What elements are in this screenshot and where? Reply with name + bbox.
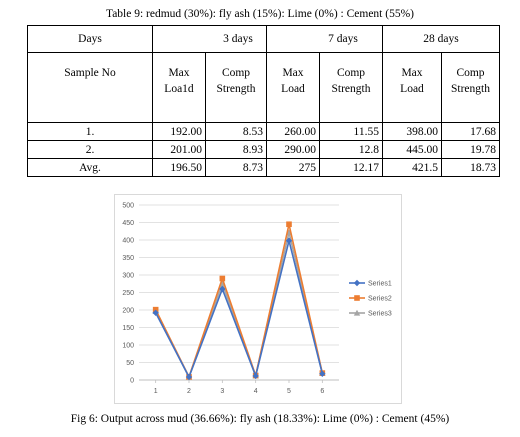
legend-label: Series3 <box>368 311 392 318</box>
data-point <box>252 372 259 380</box>
data-point <box>152 309 159 316</box>
table-cell: 260.00 <box>266 122 320 141</box>
y-tick-label: 400 <box>122 238 134 245</box>
x-tick-label: 3 <box>220 388 224 395</box>
table-cell: 19.78 <box>441 140 500 159</box>
table-cell: 275 <box>266 158 320 177</box>
x-tick-label: 4 <box>254 388 258 395</box>
table-header-row: Days 3 days 7 days 28 days <box>27 25 500 53</box>
col-label: Comp Strength <box>205 52 267 123</box>
table-cell: 290.00 <box>266 140 320 159</box>
x-tick-label: 2 <box>187 388 191 395</box>
table-cell: 398.00 <box>382 122 442 141</box>
col-label: Max Loa1d <box>152 52 206 123</box>
table-cell: 11.55 <box>319 122 383 141</box>
y-tick-label: 200 <box>122 308 134 315</box>
days-label: Days <box>27 25 153 53</box>
data-point <box>219 285 226 293</box>
series-line <box>154 240 324 379</box>
table-subheader-row: Sample No Max Loa1d Comp Strength Max Load … <box>27 52 500 123</box>
y-tick-label: 250 <box>122 290 134 297</box>
table-cell: 8.53 <box>205 122 267 141</box>
y-tick-label: 450 <box>122 220 134 227</box>
row-label: 2. <box>27 140 153 159</box>
figure-caption: Fig 6: Output across mud (36.66%): fly a… <box>70 413 450 425</box>
col-label: Max Load <box>382 52 442 123</box>
x-tick-label: 5 <box>287 388 291 395</box>
table-row: 2. 201.00 8.93 290.00 12.8 445.00 19.78 <box>27 140 500 159</box>
legend-marker <box>354 295 360 301</box>
data-point <box>219 275 226 282</box>
table-cell: 12.8 <box>319 140 383 159</box>
table-cell: 196.50 <box>152 158 206 177</box>
legend-label: Series1 <box>368 281 392 288</box>
y-tick-label: 0 <box>130 378 134 385</box>
legend-marker <box>353 309 361 316</box>
y-tick-label: 150 <box>122 325 134 332</box>
table-cell: 201.00 <box>152 140 206 159</box>
table-cell: 8.93 <box>205 140 267 159</box>
series-line <box>154 232 324 379</box>
table-cell: 445.00 <box>382 140 442 159</box>
table-cell: 18.73 <box>441 158 500 177</box>
y-tick-label: 100 <box>122 343 134 350</box>
y-tick-label: 500 <box>122 203 134 210</box>
table-row: 1. 192.00 8.53 260.00 11.55 398.00 17.68 <box>27 122 500 141</box>
series-line <box>154 224 324 379</box>
table-caption: Table 9: redmud (30%): fly ash (15%): Li… <box>105 8 414 20</box>
row-label: 1. <box>27 122 153 141</box>
results-table: Days 3 days 7 days 28 days Sample No Max… <box>27 25 500 177</box>
line-chart: 0 50 100 150 200 250 300 350 400 450 500 1 2 3 4 5 6 Seri… <box>122 203 392 396</box>
y-tick-label: 350 <box>122 255 134 262</box>
table-row: Avg. 196.50 8.73 275 12.17 421.5 18.73 <box>27 158 500 177</box>
y-tick-label: 50 <box>126 360 134 367</box>
col-label: Max Load <box>266 52 320 123</box>
table-cell: 192.00 <box>152 122 206 141</box>
data-point <box>286 221 292 228</box>
y-tick-label: 300 <box>122 273 134 280</box>
day-group-3: 3 days <box>152 25 267 53</box>
table-cell: 421.5 <box>382 158 442 177</box>
data-point <box>319 370 326 378</box>
chart-frame: 0 50 100 150 200 250 300 350 400 450 500 1 2 3 4 5 6 Seri… <box>114 194 402 404</box>
sample-no-label: Sample No <box>27 52 153 123</box>
x-tick-label: 1 <box>154 388 158 395</box>
day-group-28: 28 days <box>382 25 500 53</box>
table-cell: 12.17 <box>319 158 383 177</box>
row-label: Avg. <box>27 158 153 177</box>
table-cell: 17.68 <box>441 122 500 141</box>
legend-marker <box>353 279 361 287</box>
legend-label: Series2 <box>368 296 392 303</box>
table-cell: 8.73 <box>205 158 267 177</box>
col-label: Comp Strength <box>441 52 500 123</box>
day-group-7: 7 days <box>266 25 383 53</box>
x-tick-label: 6 <box>320 388 324 395</box>
col-label: Comp Strength <box>319 52 383 123</box>
data-point <box>285 237 293 244</box>
